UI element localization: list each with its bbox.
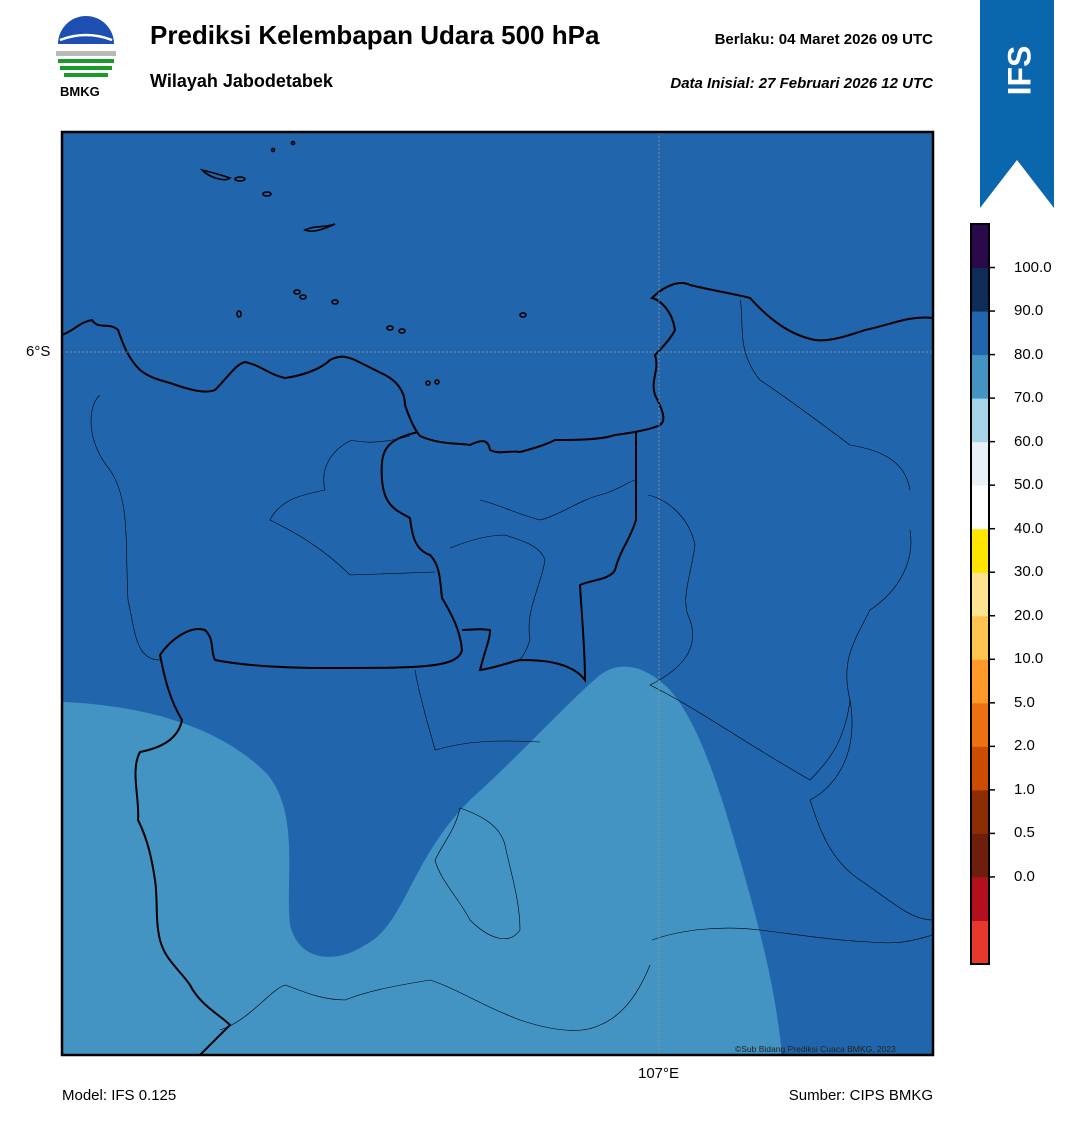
colorbar-tick-label: 1.0 <box>1014 780 1035 798</box>
colorbar <box>970 223 995 965</box>
colorbar-segment <box>971 267 989 312</box>
colorbar-segment <box>971 485 989 530</box>
colorbar-tick-label: 0.5 <box>1014 824 1035 842</box>
colorbar-segment <box>971 659 989 704</box>
page-title: Prediksi Kelembapan Udara 500 hPa <box>150 20 600 50</box>
map-frame <box>60 130 935 1057</box>
latitude-label: 6°S <box>26 343 51 360</box>
longitude-label: 107°E <box>638 1065 680 1082</box>
map-panel <box>60 130 935 1057</box>
colorbar-segment <box>971 528 989 573</box>
colorbar-segment <box>971 833 989 878</box>
colorbar-tick-label: 90.0 <box>1014 302 1044 320</box>
colorbar-tick-label: 0.0 <box>1014 867 1035 885</box>
colorbar-tick-label: 70.0 <box>1014 389 1044 407</box>
colorbar-segment <box>971 354 989 399</box>
colorbar-border <box>970 223 990 965</box>
colorbar-segment <box>971 789 989 834</box>
initial-data-time: Data Inisial: 27 Februari 2026 12 UTC <box>670 75 933 92</box>
colorbar-segment <box>971 572 989 617</box>
model-info: Model: IFS 0.125 <box>62 1087 177 1104</box>
colorbar-segment <box>971 876 989 921</box>
colorbar-tick-label: 30.0 <box>1014 563 1044 581</box>
colorbar-tick-label: 80.0 <box>1014 345 1044 363</box>
colorbar-segment <box>971 615 989 660</box>
colorbar-tick-label: 20.0 <box>1014 606 1044 624</box>
colorbar-tick-label: 5.0 <box>1014 693 1035 711</box>
colorbar-segment <box>971 224 989 269</box>
colorbar-tick-label: 60.0 <box>1014 432 1044 450</box>
ifs-badge <box>980 0 1054 208</box>
bmkg-logo-icon <box>56 16 116 77</box>
valid-time: Berlaku: 04 Maret 2026 09 UTC <box>714 31 933 48</box>
humidity-zone-70-80 <box>62 666 782 1055</box>
colorbar-segment <box>971 441 989 486</box>
colorbar-tick-label: 100.0 <box>1014 258 1052 276</box>
logo-label: BMKG <box>60 84 100 99</box>
coastline <box>62 282 933 1055</box>
colorbar-tick-label: 10.0 <box>1014 650 1044 668</box>
source-info: Sumber: CIPS BMKG <box>788 1087 933 1104</box>
colorbar-segment <box>971 746 989 791</box>
colorbar-segment <box>971 920 989 965</box>
colorbar-segment <box>971 702 989 747</box>
region-subtitle: Wilayah Jabodetabek <box>150 71 333 91</box>
admin-boundaries <box>90 299 933 1031</box>
colorbar-tick-label: 2.0 <box>1014 737 1035 755</box>
ifs-badge-text: IFS <box>1001 45 1038 96</box>
copyright-notice: ©Sub Bidang Prediksi Cuaca BMKG, 2023 <box>735 1044 896 1054</box>
colorbar-segment <box>971 311 989 356</box>
colorbar-segment <box>971 398 989 443</box>
colorbar-tick-label: 40.0 <box>1014 519 1044 537</box>
colorbar-tick-label: 50.0 <box>1014 476 1044 494</box>
islands <box>199 140 527 386</box>
